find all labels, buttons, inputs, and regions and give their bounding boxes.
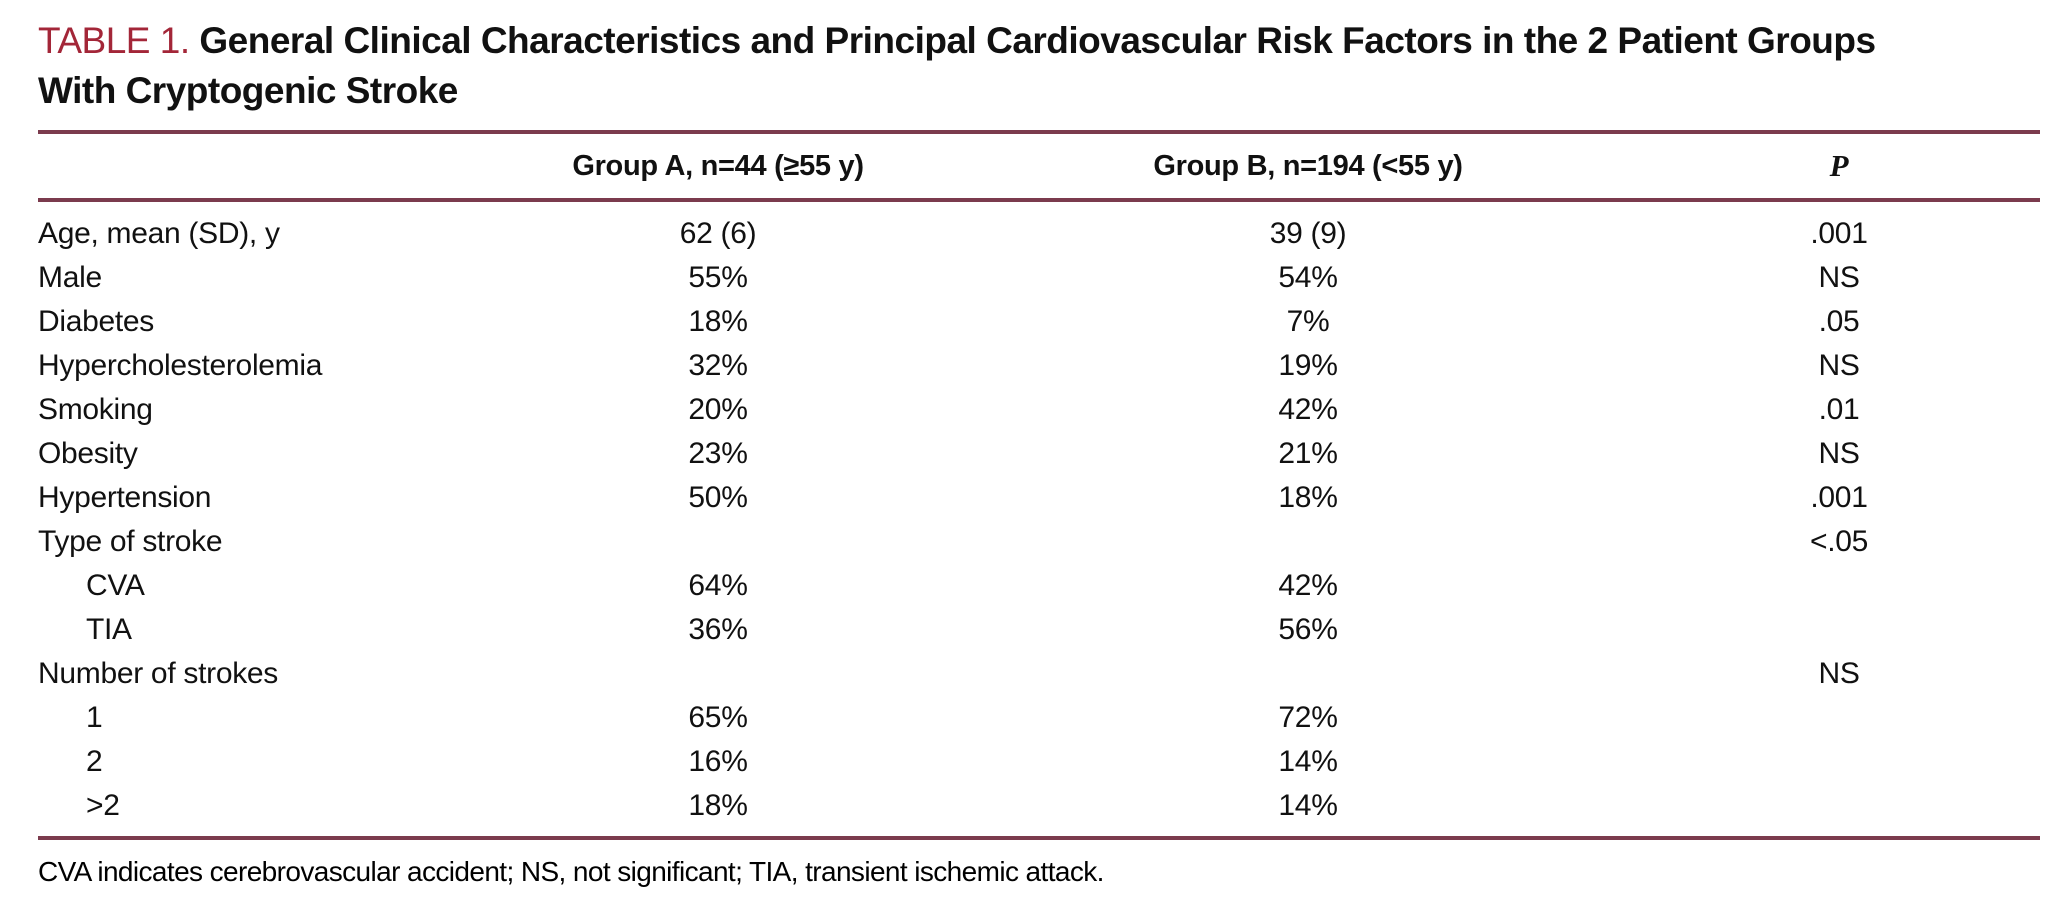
p-value-cell: .01 [1818, 393, 1860, 426]
group-a-cell: 16% [688, 745, 748, 778]
group-a-cell: 64% [688, 569, 748, 602]
row-label-cell: >2 [86, 789, 120, 822]
table-row: Smoking 20% 42% .01 [38, 388, 2040, 432]
table-row: Hypercholesterolemia 32% 19% NS [38, 344, 2040, 388]
table-title-line2: With Cryptogenic Stroke [38, 70, 458, 111]
group-a-cell: 20% [688, 393, 748, 426]
table-row: CVA 64% 42% [38, 564, 2040, 608]
group-b-cell: 42% [1278, 393, 1338, 426]
group-a-cell: 23% [688, 437, 748, 470]
row-label-cell: Hypertension [38, 481, 212, 514]
p-value-cell: NS [1818, 657, 1860, 690]
group-b-cell: 54% [1278, 261, 1338, 294]
group-b-cell: 21% [1278, 437, 1338, 470]
p-value-cell: .05 [1818, 305, 1860, 338]
header-rule [38, 198, 2040, 202]
group-b-cell: 18% [1278, 481, 1338, 514]
table-title: TABLE 1. General Clinical Characteristic… [38, 16, 2040, 116]
p-value-cell: .001 [1810, 217, 1868, 250]
column-header-p-value: P [1829, 148, 1849, 183]
group-a-cell: 18% [688, 789, 748, 822]
row-label-cell: TIA [86, 613, 132, 646]
group-b-cell: 19% [1278, 349, 1338, 382]
row-label-cell: Diabetes [38, 305, 155, 338]
row-label-cell: Obesity [38, 437, 138, 470]
group-b-cell: 56% [1278, 613, 1338, 646]
table-row: Number of strokes NS [38, 652, 2040, 696]
group-a-cell: 32% [688, 349, 748, 382]
group-a-cell: 62 (6) [679, 217, 757, 250]
group-a-cell: 18% [688, 305, 748, 338]
group-b-cell: 7% [1286, 305, 1330, 338]
table-row: Type of stroke <.05 [38, 520, 2040, 564]
group-b-cell: 72% [1278, 701, 1338, 734]
p-value-cell: NS [1818, 437, 1860, 470]
top-rule [38, 130, 2040, 134]
column-header-group-b: Group B, n=194 (<55 y) [1153, 149, 1463, 182]
p-value-cell: .001 [1810, 481, 1868, 514]
table-row: Age, mean (SD), y 62 (6) 39 (9) .001 [38, 212, 2040, 256]
row-label-cell: CVA [86, 569, 145, 602]
table-body: Age, mean (SD), y 62 (6) 39 (9) .001 Mal… [38, 202, 2040, 836]
group-b-cell: 14% [1278, 789, 1338, 822]
group-a-cell: 55% [688, 261, 748, 294]
table-row: TIA 36% 56% [38, 608, 2040, 652]
bottom-rule [38, 836, 2040, 840]
group-b-cell: 42% [1278, 569, 1338, 602]
row-label-cell: Hypercholesterolemia [38, 349, 323, 382]
row-label-cell: Smoking [38, 393, 153, 426]
group-a-cell: 36% [688, 613, 748, 646]
column-header-group-a: Group A, n=44 (≥55 y) [572, 149, 864, 182]
group-b-cell: 14% [1278, 745, 1338, 778]
table-row: Diabetes 18% 7% .05 [38, 300, 2040, 344]
table-row: >2 18% 14% [38, 784, 2040, 828]
row-label-cell: Male [38, 261, 102, 294]
table-row: Male 55% 54% NS [38, 256, 2040, 300]
row-label-cell: 1 [86, 701, 103, 734]
row-label-cell: Age, mean (SD), y [38, 217, 280, 250]
table-row: Hypertension 50% 18% .001 [38, 476, 2040, 520]
row-label-cell: Number of strokes [38, 657, 278, 690]
p-value-cell: NS [1818, 261, 1860, 294]
table-footnote: CVA indicates cerebrovascular accident; … [38, 856, 1104, 887]
table-number-label: TABLE 1. [38, 20, 190, 61]
table-row: 2 16% 14% [38, 740, 2040, 784]
table-title-line1: General Clinical Characteristics and Pri… [199, 20, 1876, 61]
row-label-cell: 2 [86, 745, 103, 778]
p-value-cell: NS [1818, 349, 1860, 382]
table-header-row: Group A, n=44 (≥55 y) Group B, n=194 (<5… [38, 134, 2040, 198]
table-row: Obesity 23% 21% NS [38, 432, 2040, 476]
table-row: 1 65% 72% [38, 696, 2040, 740]
group-a-cell: 65% [688, 701, 748, 734]
group-b-cell: 39 (9) [1269, 217, 1347, 250]
row-label-cell: Type of stroke [38, 525, 223, 558]
group-a-cell: 50% [688, 481, 748, 514]
p-value-cell: <.05 [1809, 525, 1869, 558]
